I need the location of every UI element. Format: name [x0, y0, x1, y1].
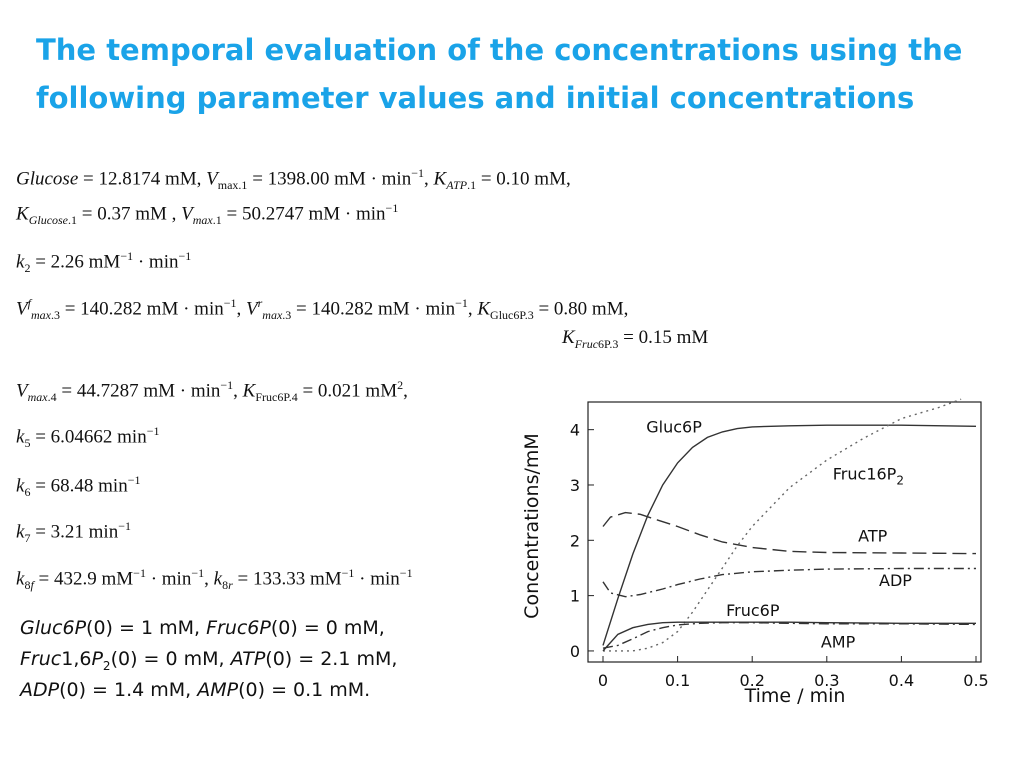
initial-conditions-line-3: ADP(0) = 1.4 mM, AMP(0) = 0.1 mM. [20, 679, 371, 701]
series-line-fruc6p [602, 621, 976, 652]
x-tick-label: 0.3 [814, 671, 839, 690]
param-kglucose: KGlucose.1 = 0.37 mM , Vmax.1 = 50.2747 … [16, 201, 399, 228]
param-k7: k7 = 3.21 min−1 [16, 519, 131, 546]
param-k2: k2 = 2.26 mM−1 · min−1 [16, 249, 192, 276]
y-tick-label: 4 [570, 421, 580, 440]
concentration-time-chart: 0 0.1 0.2 0.3 0.4 0.5 0 1 2 3 4 Gluc6P Fruc16P2 ATP A… [521, 398, 989, 707]
x-tick-label: 0.2 [739, 671, 764, 690]
param-vmax3: Vfmax.3 = 140.282 mM · min−1, Vrmax.3 = … [16, 296, 629, 323]
x-tick-label: 0 [598, 671, 608, 690]
x-tick-label: 0.4 [889, 671, 914, 690]
x-axis-label: Time / min [744, 685, 846, 707]
y-tick-label: 1 [570, 587, 580, 606]
x-tick-label: 0.5 [963, 671, 988, 690]
y-axis-label: Concentrations/mM [521, 433, 543, 619]
series-label-subscript: 2 [896, 473, 904, 487]
series-line-amp [602, 621, 977, 649]
series-line-fruc16p2 [603, 398, 962, 652]
series-lines [602, 398, 977, 652]
slide-title: The temporal evaluation of the concentra… [36, 33, 963, 115]
series-label-fruc6p: Fruc6P [726, 601, 780, 620]
initial-conditions-line-2: Fruc1,6P2(0) = 0 mM, ATP(0) = 2.1 mM, [20, 648, 398, 673]
series-line-adp [602, 567, 976, 598]
x-tick-label: 0.1 [665, 671, 690, 690]
series-label-gluc6p: Gluc6P [646, 417, 702, 436]
series-label-amp: AMP [821, 633, 856, 652]
param-glucose: Glucose = 12.8174 mM, Vmax.1 = 1398.00 m… [16, 166, 571, 193]
axis-ticks: 0 0.1 0.2 0.3 0.4 0.5 0 1 2 3 4 [570, 421, 989, 690]
series-label-atp: ATP [858, 526, 887, 545]
series-label-adp: ADP [879, 571, 912, 590]
plot-area-frame [587, 401, 982, 663]
y-tick-label: 3 [570, 476, 580, 495]
initial-conditions-line-1: Gluc6P(0) = 1 mM, Fruc6P(0) = 0 mM, [20, 617, 385, 639]
param-k6: k6 = 68.48 min−1 [16, 473, 141, 500]
param-k5: k5 = 6.04662 min−1 [16, 424, 160, 451]
series-label-fruc16p2: Fruc16P2 [833, 464, 904, 487]
series-line-gluc6p [602, 424, 977, 646]
param-vmax4: Vmax.4 = 44.7287 mM · min−1, KFruc6P.4 =… [16, 378, 408, 405]
y-tick-label: 0 [570, 642, 580, 661]
y-tick-label: 2 [570, 531, 580, 550]
param-kfruc6p3: KFruc6P.3 = 0.15 mM [562, 327, 709, 351]
param-k8: k8f = 432.9 mM−1 · min−1, k8r = 133.33 m… [16, 566, 413, 593]
series-labels: Gluc6P Fruc16P2 ATP ADP Fruc6P AMP [646, 417, 912, 651]
series-line-atp [602, 511, 977, 555]
